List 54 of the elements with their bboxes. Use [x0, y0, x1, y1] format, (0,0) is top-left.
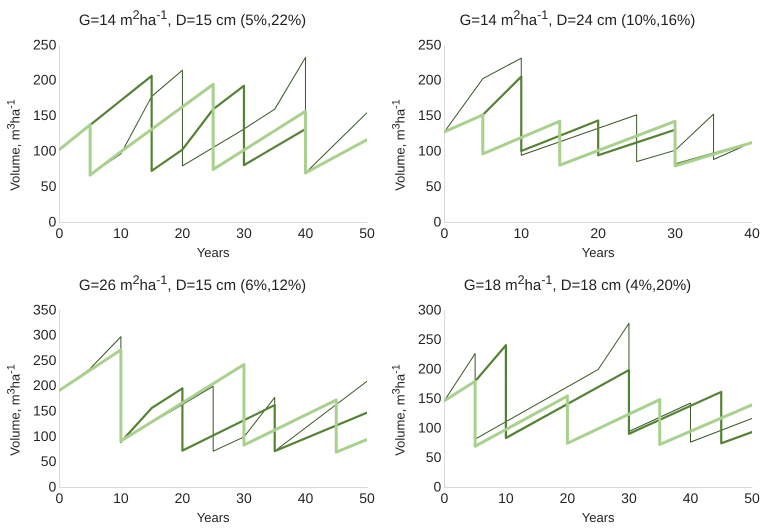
y-tick-label: 150 — [33, 107, 57, 124]
y-tick-label: 0 — [48, 213, 57, 230]
y-tick-label: 50 — [426, 178, 442, 194]
x-axis-title: Years — [582, 510, 616, 525]
y-tick-label: 150 — [33, 402, 57, 419]
y-tick-label: 300 — [33, 326, 57, 343]
x-tick-label: 30 — [236, 490, 252, 506]
x-tick-label: 50 — [744, 490, 760, 506]
x-tick-label: 10 — [113, 490, 129, 506]
chart-title: G=14 m$^{2}$ha$^{-1}$, D=15 cm (5%,22%) — [78, 8, 308, 29]
y-tick-label: 100 — [418, 142, 442, 159]
y-tick-label: 150 — [418, 107, 442, 124]
y-tick-label: 200 — [33, 377, 57, 394]
y-tick-label: 50 — [40, 453, 57, 470]
x-tick-label: 10 — [513, 224, 530, 241]
x-axis-title: Years — [582, 244, 616, 260]
x-axis-title: Years — [196, 510, 230, 525]
x-tick-label: 30 — [667, 224, 684, 241]
y-tick-label: 100 — [418, 419, 442, 436]
chart-title: G=26 m$^{2}$ha$^{-1}$, D=15 cm (6%,12%) — [78, 273, 308, 294]
y-tick-label: 200 — [418, 360, 442, 376]
y-tick-label: 0 — [48, 478, 57, 494]
x-tick-label: 30 — [621, 490, 637, 506]
y-tick-label: 100 — [33, 428, 57, 444]
y-tick-label: 350 — [33, 301, 57, 318]
x-tick-label: 20 — [590, 224, 606, 241]
y-tick-label: 250 — [33, 36, 57, 52]
y-tick-label: 250 — [33, 352, 57, 368]
y-tick-label: 200 — [418, 72, 442, 88]
y-tick-label: 0 — [434, 478, 442, 494]
chart-title: G=18 m$^{2}$ha$^{-1}$, D=18 cm (4%,20%) — [462, 273, 692, 294]
y-tick-label: 200 — [33, 72, 57, 88]
x-tick-label: 50 — [359, 224, 375, 241]
x-tick-label: 30 — [236, 224, 252, 241]
x-tick-label: 10 — [498, 490, 514, 506]
x-tick-label: 40 — [744, 224, 760, 241]
x-tick-label: 20 — [560, 490, 576, 506]
y-tick-label: 50 — [40, 178, 57, 194]
x-tick-label: 40 — [682, 490, 698, 506]
x-tick-label: 20 — [174, 224, 190, 241]
x-axis-title: Years — [196, 244, 230, 260]
y-tick-label: 0 — [434, 213, 442, 230]
y-tick-label: 250 — [418, 36, 442, 52]
y-tick-label: 250 — [418, 330, 442, 347]
y-tick-label: 100 — [33, 142, 57, 159]
y-tick-label: 300 — [418, 301, 442, 318]
chart-title: G=14 m$^{2}$ha$^{-1}$, D=24 cm (10%,16%) — [458, 8, 696, 29]
y-tick-label: 150 — [418, 390, 442, 406]
x-tick-label: 40 — [298, 490, 314, 506]
y-tick-label: 50 — [426, 448, 442, 465]
x-tick-label: 10 — [113, 224, 129, 241]
x-tick-label: 40 — [298, 224, 314, 241]
x-tick-label: 50 — [359, 490, 375, 506]
x-tick-label: 20 — [174, 490, 190, 506]
